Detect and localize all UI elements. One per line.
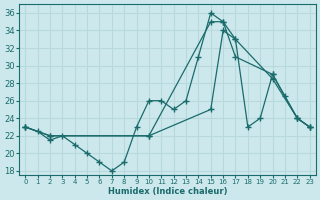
X-axis label: Humidex (Indice chaleur): Humidex (Indice chaleur) [108,187,227,196]
